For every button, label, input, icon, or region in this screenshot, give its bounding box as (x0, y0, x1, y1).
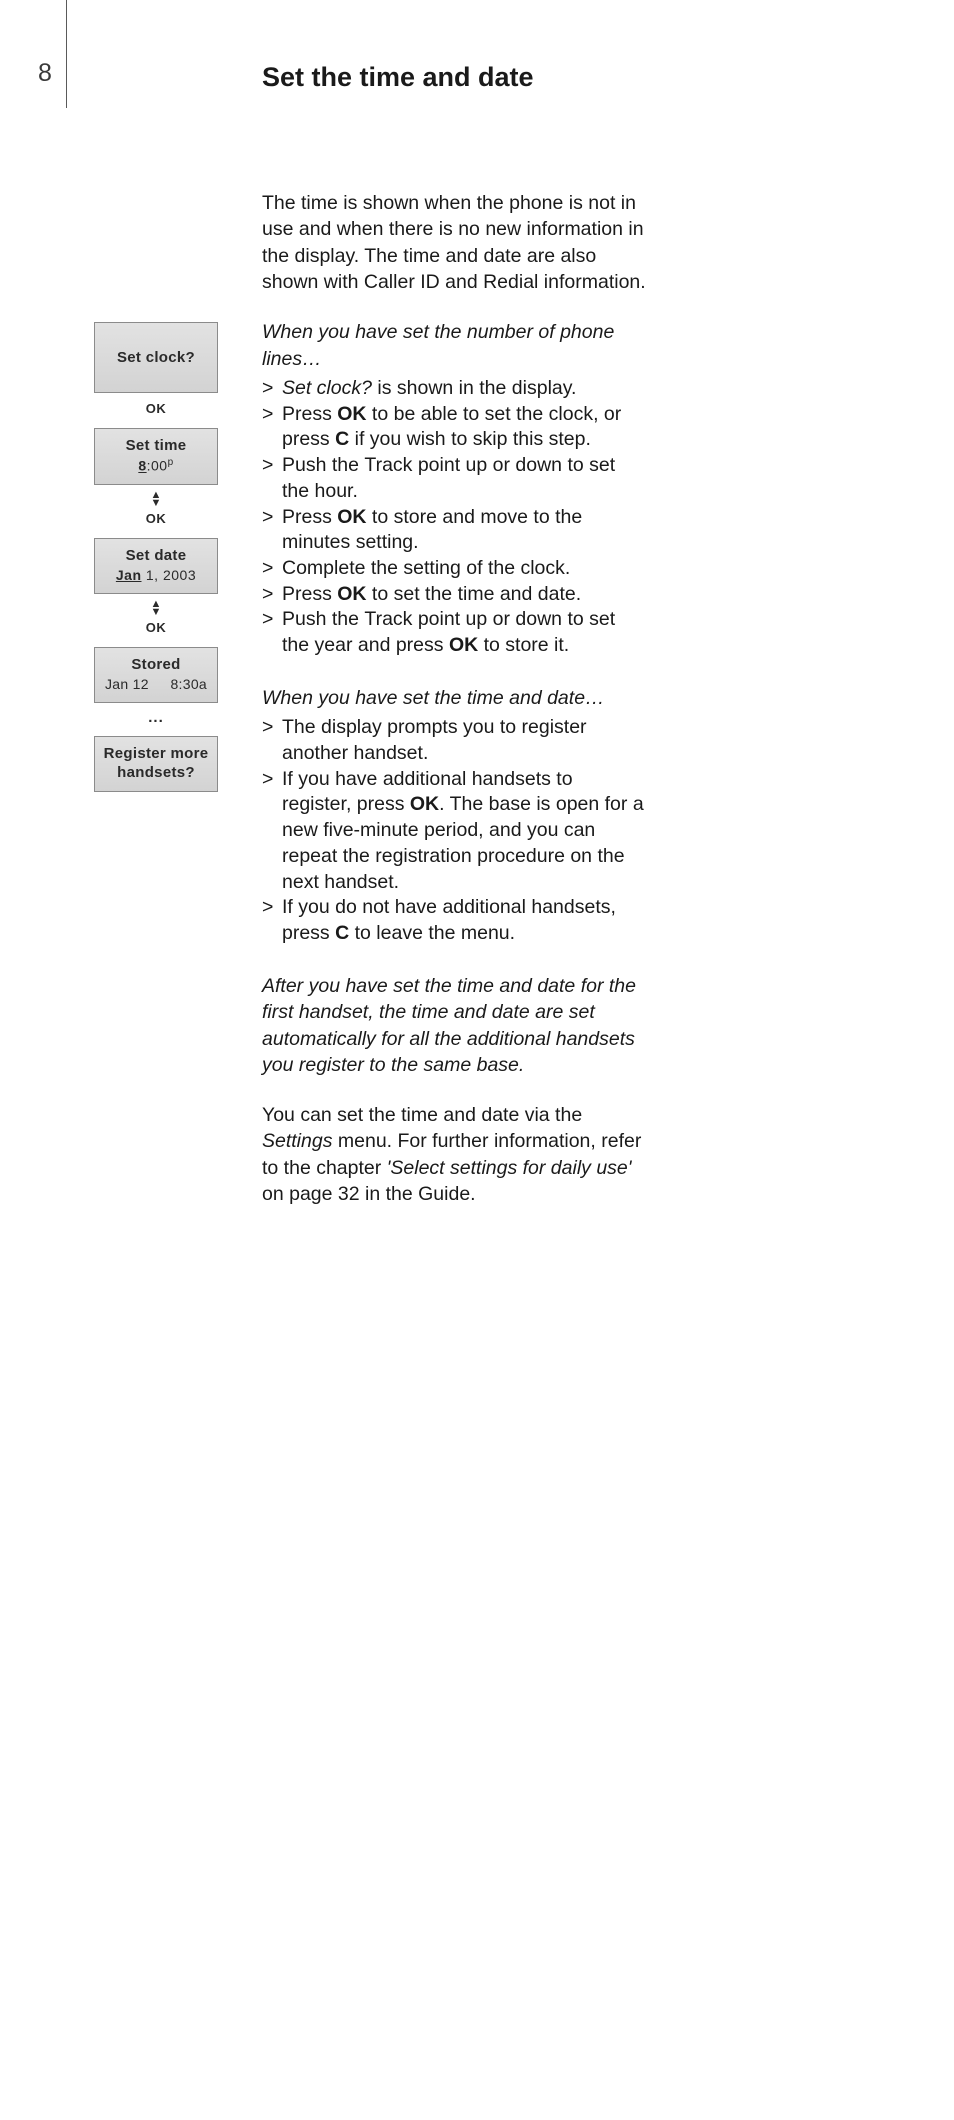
list-item: Press OK to set the time and date. (262, 582, 646, 608)
page-title: Set the time and date (262, 62, 534, 93)
body-column: The time is shown when the phone is not … (262, 190, 646, 1231)
ok-label: OK (146, 620, 167, 635)
closing-paragraph: You can set the time and date via the Se… (262, 1102, 646, 1207)
page-number: 8 (38, 59, 52, 88)
screen-date-value: Jan 1, 2003 (99, 567, 213, 583)
list-item: If you do not have additional handsets, … (262, 895, 646, 946)
screen-set-date: Set date Jan 1, 2003 (94, 538, 218, 594)
screens-column: Set clock? OK Set time 8:00p ▲▼ OK Set d… (94, 322, 218, 792)
list-item: Push the Track point up or down to set t… (262, 607, 646, 658)
list-item: If you have additional handsets to regis… (262, 767, 646, 896)
ok-label: OK (146, 401, 167, 416)
list-item: The display prompts you to register anot… (262, 715, 646, 766)
screen-line: Stored (99, 656, 213, 673)
list-item: Press OK to store and move to the minute… (262, 505, 646, 556)
list-item: Set clock? is shown in the display. (262, 376, 646, 402)
section-1: When you have set the number of phone li… (262, 319, 646, 659)
list-item: Push the Track point up or down to set t… (262, 453, 646, 504)
screen-register-more: Register more handsets? (94, 736, 218, 792)
screen-line: Set date (99, 547, 213, 564)
section-heading: When you have set the number of phone li… (262, 319, 646, 372)
screen-line: handsets? (99, 764, 213, 781)
ok-label: OK (146, 511, 167, 526)
screen-stored: Stored Jan 12 8:30a (94, 647, 218, 703)
note-paragraph: After you have set the time and date for… (262, 973, 646, 1078)
updown-icon: ▲▼ (151, 491, 162, 507)
screen-set-time: Set time 8:00p (94, 428, 218, 485)
section-2: When you have set the time and date… The… (262, 685, 646, 947)
screen-set-clock: Set clock? (94, 322, 218, 393)
page-rule (66, 0, 67, 108)
screen-line: Register more (99, 745, 213, 762)
list-item: Press OK to be able to set the clock, or… (262, 402, 646, 453)
updown-icon: ▲▼ (151, 600, 162, 616)
list-item: Complete the setting of the clock. (262, 556, 646, 582)
screen-line: Set time (99, 437, 213, 454)
section-heading: When you have set the time and date… (262, 685, 646, 711)
intro-paragraph: The time is shown when the phone is not … (262, 190, 646, 295)
screen-time-value: 8:00p (99, 457, 213, 474)
screen-stored-row: Jan 12 8:30a (99, 676, 213, 692)
ellipsis: ... (148, 709, 164, 726)
screen-line: Set clock? (99, 349, 213, 366)
